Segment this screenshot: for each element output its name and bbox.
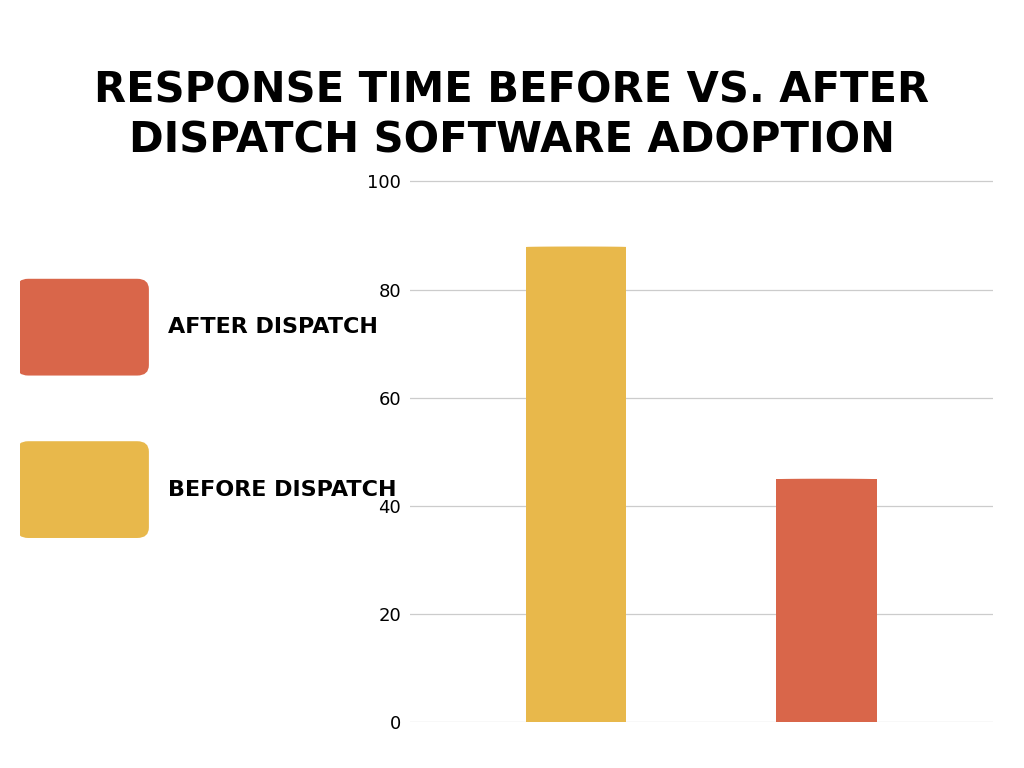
Text: AFTER DISPATCH: AFTER DISPATCH [168, 317, 378, 337]
Text: RESPONSE TIME BEFORE VS. AFTER
DISPATCH SOFTWARE ADOPTION: RESPONSE TIME BEFORE VS. AFTER DISPATCH … [94, 69, 930, 161]
Text: BEFORE DISPATCH: BEFORE DISPATCH [168, 479, 397, 500]
FancyBboxPatch shape [16, 279, 148, 376]
Bar [526, 247, 627, 722]
Bar [776, 479, 877, 722]
FancyBboxPatch shape [16, 441, 148, 538]
